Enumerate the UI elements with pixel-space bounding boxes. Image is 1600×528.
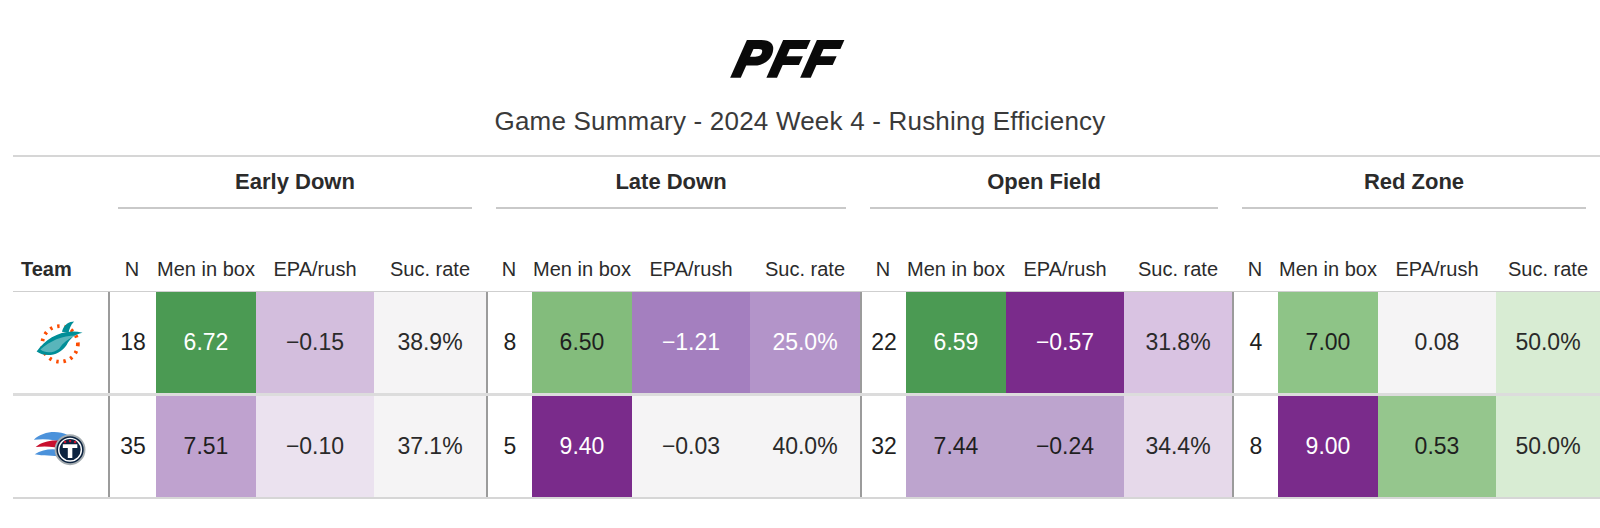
cell-titans-early-n: 35 — [108, 396, 156, 497]
rushing-efficiency-table: Early Down Late Down Open Field Red Zone… — [13, 155, 1600, 499]
col-header-suc-redzone: Suc. rate — [1496, 256, 1600, 282]
col-header-suc-early: Suc. rate — [374, 256, 486, 282]
cell-dolphins-redzone-epa: 0.08 — [1378, 292, 1496, 393]
col-header-team: Team — [13, 256, 108, 282]
svg-text:PFF: PFF — [729, 31, 846, 87]
pff-logo-icon: PFF — [705, 31, 895, 87]
cell-titans-redzone-epa: 0.53 — [1378, 396, 1496, 497]
cell-dolphins-late-suc: 25.0% — [750, 292, 860, 393]
cell-dolphins-redzone-box: 7.00 — [1278, 292, 1378, 393]
cell-titans-open-box: 7.44 — [906, 396, 1006, 497]
group-header-row: Early Down Late Down Open Field Red Zone — [13, 157, 1600, 213]
group-header-open-field: Open Field — [870, 169, 1218, 209]
dolphins-logo-icon — [31, 313, 91, 373]
col-header-n-late: N — [486, 256, 532, 282]
cell-titans-late-box: 9.40 — [532, 396, 632, 497]
col-header-box-redzone: Men in box — [1278, 256, 1378, 282]
col-header-suc-open: Suc. rate — [1124, 256, 1232, 282]
group-header-red-zone: Red Zone — [1242, 169, 1586, 209]
cell-titans-early-epa: −0.10 — [256, 396, 374, 497]
col-header-box-open: Men in box — [906, 256, 1006, 282]
col-header-epa-open: EPA/rush — [1006, 256, 1124, 282]
col-header-box-late: Men in box — [532, 256, 632, 282]
cell-dolphins-open-suc: 31.8% — [1124, 292, 1232, 393]
cell-titans-early-box: 7.51 — [156, 396, 256, 497]
cell-dolphins-redzone-suc: 50.0% — [1496, 292, 1600, 393]
cell-dolphins-early-box: 6.72 — [156, 292, 256, 393]
page-title: Game Summary - 2024 Week 4 - Rushing Eff… — [0, 106, 1600, 137]
col-header-suc-late: Suc. rate — [750, 256, 860, 282]
cell-titans-redzone-n: 8 — [1232, 396, 1278, 497]
col-header-n-open: N — [860, 256, 906, 282]
cell-titans-late-n: 5 — [486, 396, 532, 497]
cell-titans-open-suc: 34.4% — [1124, 396, 1232, 497]
col-header-epa-early: EPA/rush — [256, 256, 374, 282]
cell-dolphins-open-box: 6.59 — [906, 292, 1006, 393]
cell-titans-late-epa: −0.03 — [632, 396, 750, 497]
table-bottom-rule — [13, 497, 1600, 499]
cell-dolphins-redzone-n: 4 — [1232, 292, 1278, 393]
pff-logo: PFF — [0, 0, 1600, 92]
cell-dolphins-late-n: 8 — [486, 292, 532, 393]
team-logo-titans — [13, 396, 108, 497]
cell-dolphins-early-suc: 38.9% — [374, 292, 486, 393]
col-header-epa-redzone: EPA/rush — [1378, 256, 1496, 282]
cell-titans-early-suc: 37.1% — [374, 396, 486, 497]
col-header-box-early: Men in box — [156, 256, 256, 282]
col-header-n-early: N — [108, 256, 156, 282]
cell-dolphins-early-epa: −0.15 — [256, 292, 374, 393]
team-logo-dolphins — [13, 292, 108, 393]
cell-titans-late-suc: 40.0% — [750, 396, 860, 497]
group-header-late-down: Late Down — [496, 169, 846, 209]
column-header-row: Team N Men in box EPA/rush Suc. rate N M… — [13, 213, 1600, 291]
cell-titans-open-n: 32 — [860, 396, 906, 497]
cell-dolphins-late-box: 6.50 — [532, 292, 632, 393]
cell-titans-redzone-box: 9.00 — [1278, 396, 1378, 497]
cell-titans-redzone-suc: 50.0% — [1496, 396, 1600, 497]
col-header-n-redzone: N — [1232, 256, 1278, 282]
table-row-titans: 35 7.51 −0.10 37.1% 5 9.40 −0.03 40.0% 3… — [13, 396, 1600, 497]
cell-dolphins-late-epa: −1.21 — [632, 292, 750, 393]
cell-dolphins-open-n: 22 — [860, 292, 906, 393]
titans-logo-icon — [32, 418, 90, 476]
cell-dolphins-early-n: 18 — [108, 292, 156, 393]
cell-dolphins-open-epa: −0.57 — [1006, 292, 1124, 393]
table-row-dolphins: 18 6.72 −0.15 38.9% 8 6.50 −1.21 25.0% 2… — [13, 292, 1600, 393]
col-header-epa-late: EPA/rush — [632, 256, 750, 282]
group-header-early-down: Early Down — [118, 169, 472, 209]
cell-titans-open-epa: −0.24 — [1006, 396, 1124, 497]
